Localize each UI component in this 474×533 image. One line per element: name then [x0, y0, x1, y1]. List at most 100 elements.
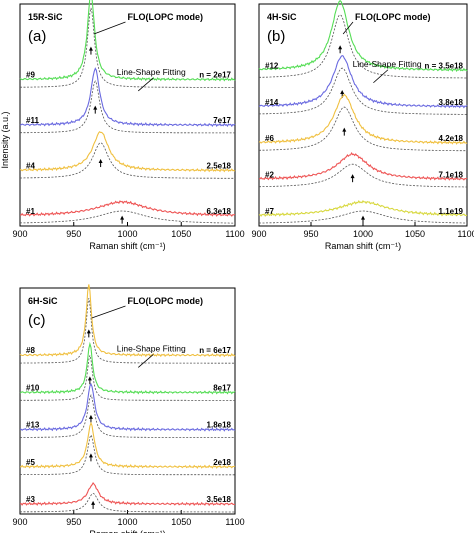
peak-mode-label: FLO(LOPC mode)	[128, 12, 204, 22]
peak-arrow-head	[98, 159, 103, 164]
spectrum-line	[19, 482, 236, 507]
x-tick-label: 1100	[225, 229, 244, 239]
sample-label: #9	[26, 71, 35, 80]
x-tick-label: 1100	[457, 229, 474, 239]
fit-label: Line-Shape Fitting	[353, 59, 422, 69]
sample-label: #10	[26, 383, 40, 392]
spectrum-line	[258, 0, 468, 73]
fit-pointer	[373, 69, 389, 84]
x-tick-label: 950	[66, 517, 81, 527]
x-tick-label: 900	[12, 229, 27, 239]
fit-curve	[19, 434, 235, 476]
spectrum-series: #12 n = 3.5e18	[258, 0, 468, 79]
carrier-density-label: 7e17	[213, 116, 231, 125]
carrier-density-label: 2.5e18	[207, 162, 232, 171]
carrier-density-label: 6.3e18	[207, 207, 232, 216]
fit-curve	[259, 106, 467, 152]
sample-label: #4	[26, 162, 35, 171]
spectrum-series: #8 n = 6e17	[19, 284, 236, 364]
peak-arrow-head	[88, 46, 93, 51]
fit-curve	[20, 7, 235, 88]
carrier-density-label: 1.1e19	[439, 207, 464, 216]
y-axis-label: Intensity (a.u.)	[0, 111, 10, 168]
x-tick-label: 1050	[405, 229, 425, 239]
spectrum-line	[259, 152, 468, 181]
carrier-density-label: 7.1e18	[439, 171, 464, 180]
panel-label: (b)	[267, 28, 285, 45]
peak-arrow-head	[91, 500, 96, 505]
carrier-density-label: 1.8e18	[207, 421, 232, 430]
chart-panel-1: 900 950 1000 1050 1100 Raman shift (cm⁻¹) 15R-…	[12, 0, 245, 251]
spectrum-series: #2 7.1e18	[259, 152, 468, 188]
sample-label: #3	[26, 495, 35, 504]
spectrum-series: #7 1.1e19	[258, 199, 468, 224]
sample-label: #5	[26, 458, 35, 467]
carrier-density-label: n = 3.5e18	[425, 61, 464, 70]
spectrum-line	[258, 93, 468, 145]
plot-frame	[19, 3, 236, 227]
carrier-density-label: 2e18	[213, 458, 231, 467]
x-tick-label: 1000	[117, 517, 137, 527]
sample-label: #12	[265, 61, 279, 70]
carrier-density-label: 3.5e18	[207, 495, 232, 504]
panel-title: 4H-SiC	[267, 12, 297, 22]
fit-curve	[19, 210, 235, 224]
x-tick-label: 900	[12, 517, 27, 527]
fit-pointer	[137, 77, 154, 92]
plot-frame	[258, 3, 468, 227]
panel-title: 15R-SiC	[28, 12, 63, 22]
x-tick-label: 1050	[171, 517, 191, 527]
fit-curve	[259, 67, 467, 115]
fit-curve	[20, 394, 235, 438]
fit-curve	[20, 80, 235, 134]
peak-arrow-head	[120, 215, 125, 220]
x-tick-label: 1100	[225, 517, 244, 527]
spectrum-line	[19, 131, 236, 173]
peak-arrow-head	[88, 453, 93, 458]
spectrum-series: #4 2.5e18	[19, 131, 236, 179]
peak-arrow-head	[87, 376, 92, 381]
panel-title: 6H-SiC	[28, 296, 58, 306]
chart-panel-2: 900 950 1000 1050 1100 Raman shift (cm⁻¹) 4H-S…	[251, 0, 474, 251]
spectrum-series: #9 n = 2e17	[19, 0, 236, 88]
spectrum-series: #3 3.5e18	[19, 482, 236, 513]
carrier-density-label: 4.2e18	[439, 134, 464, 143]
x-tick-label: 1000	[117, 229, 137, 239]
peak-mode-pointer	[91, 305, 126, 319]
x-tick-label: 900	[251, 229, 266, 239]
sample-label: #7	[265, 207, 274, 216]
spectrum-line	[258, 54, 468, 109]
spectrum-line	[19, 67, 236, 128]
carrier-density-label: n = 6e17	[199, 346, 231, 355]
x-axis-label: Raman shift (cm⁻¹)	[89, 241, 165, 251]
fit-curve	[259, 163, 467, 188]
peak-mode-pointer	[93, 21, 126, 35]
peak-arrow-head	[88, 414, 93, 419]
sample-label: #1	[26, 207, 35, 216]
peak-mode-pointer	[342, 21, 354, 35]
fit-label: Line-Shape Fitting	[117, 67, 186, 77]
spectrum-series: #13 1.8e18	[19, 382, 236, 438]
spectrum-line	[19, 341, 236, 395]
spectrum-line	[19, 421, 236, 469]
peak-mode-label: FLO(LOPC mode)	[128, 296, 204, 306]
fit-curve	[20, 355, 235, 401]
panel-label: (c)	[28, 312, 46, 329]
peak-mode-label: FLO(LOPC mode)	[355, 12, 431, 22]
plot-frame	[19, 287, 236, 515]
peak-arrow-head	[93, 105, 98, 110]
spectrum-series: #10 8e17	[19, 341, 236, 401]
sample-label: #13	[26, 421, 40, 430]
spectrum-series: #6 4.2e18	[258, 93, 468, 152]
fit-pointer	[137, 354, 154, 368]
x-tick-label: 1050	[171, 229, 191, 239]
peak-arrow-head	[350, 174, 355, 179]
spectrum-series: #1 6.3e18	[19, 200, 236, 224]
spectrum-line	[20, 200, 236, 217]
spectrum-line	[258, 199, 468, 217]
carrier-density-label: 3.8e18	[439, 98, 464, 107]
sample-label: #11	[26, 116, 39, 125]
panel-label: (a)	[28, 28, 46, 45]
x-tick-label: 950	[66, 229, 81, 239]
